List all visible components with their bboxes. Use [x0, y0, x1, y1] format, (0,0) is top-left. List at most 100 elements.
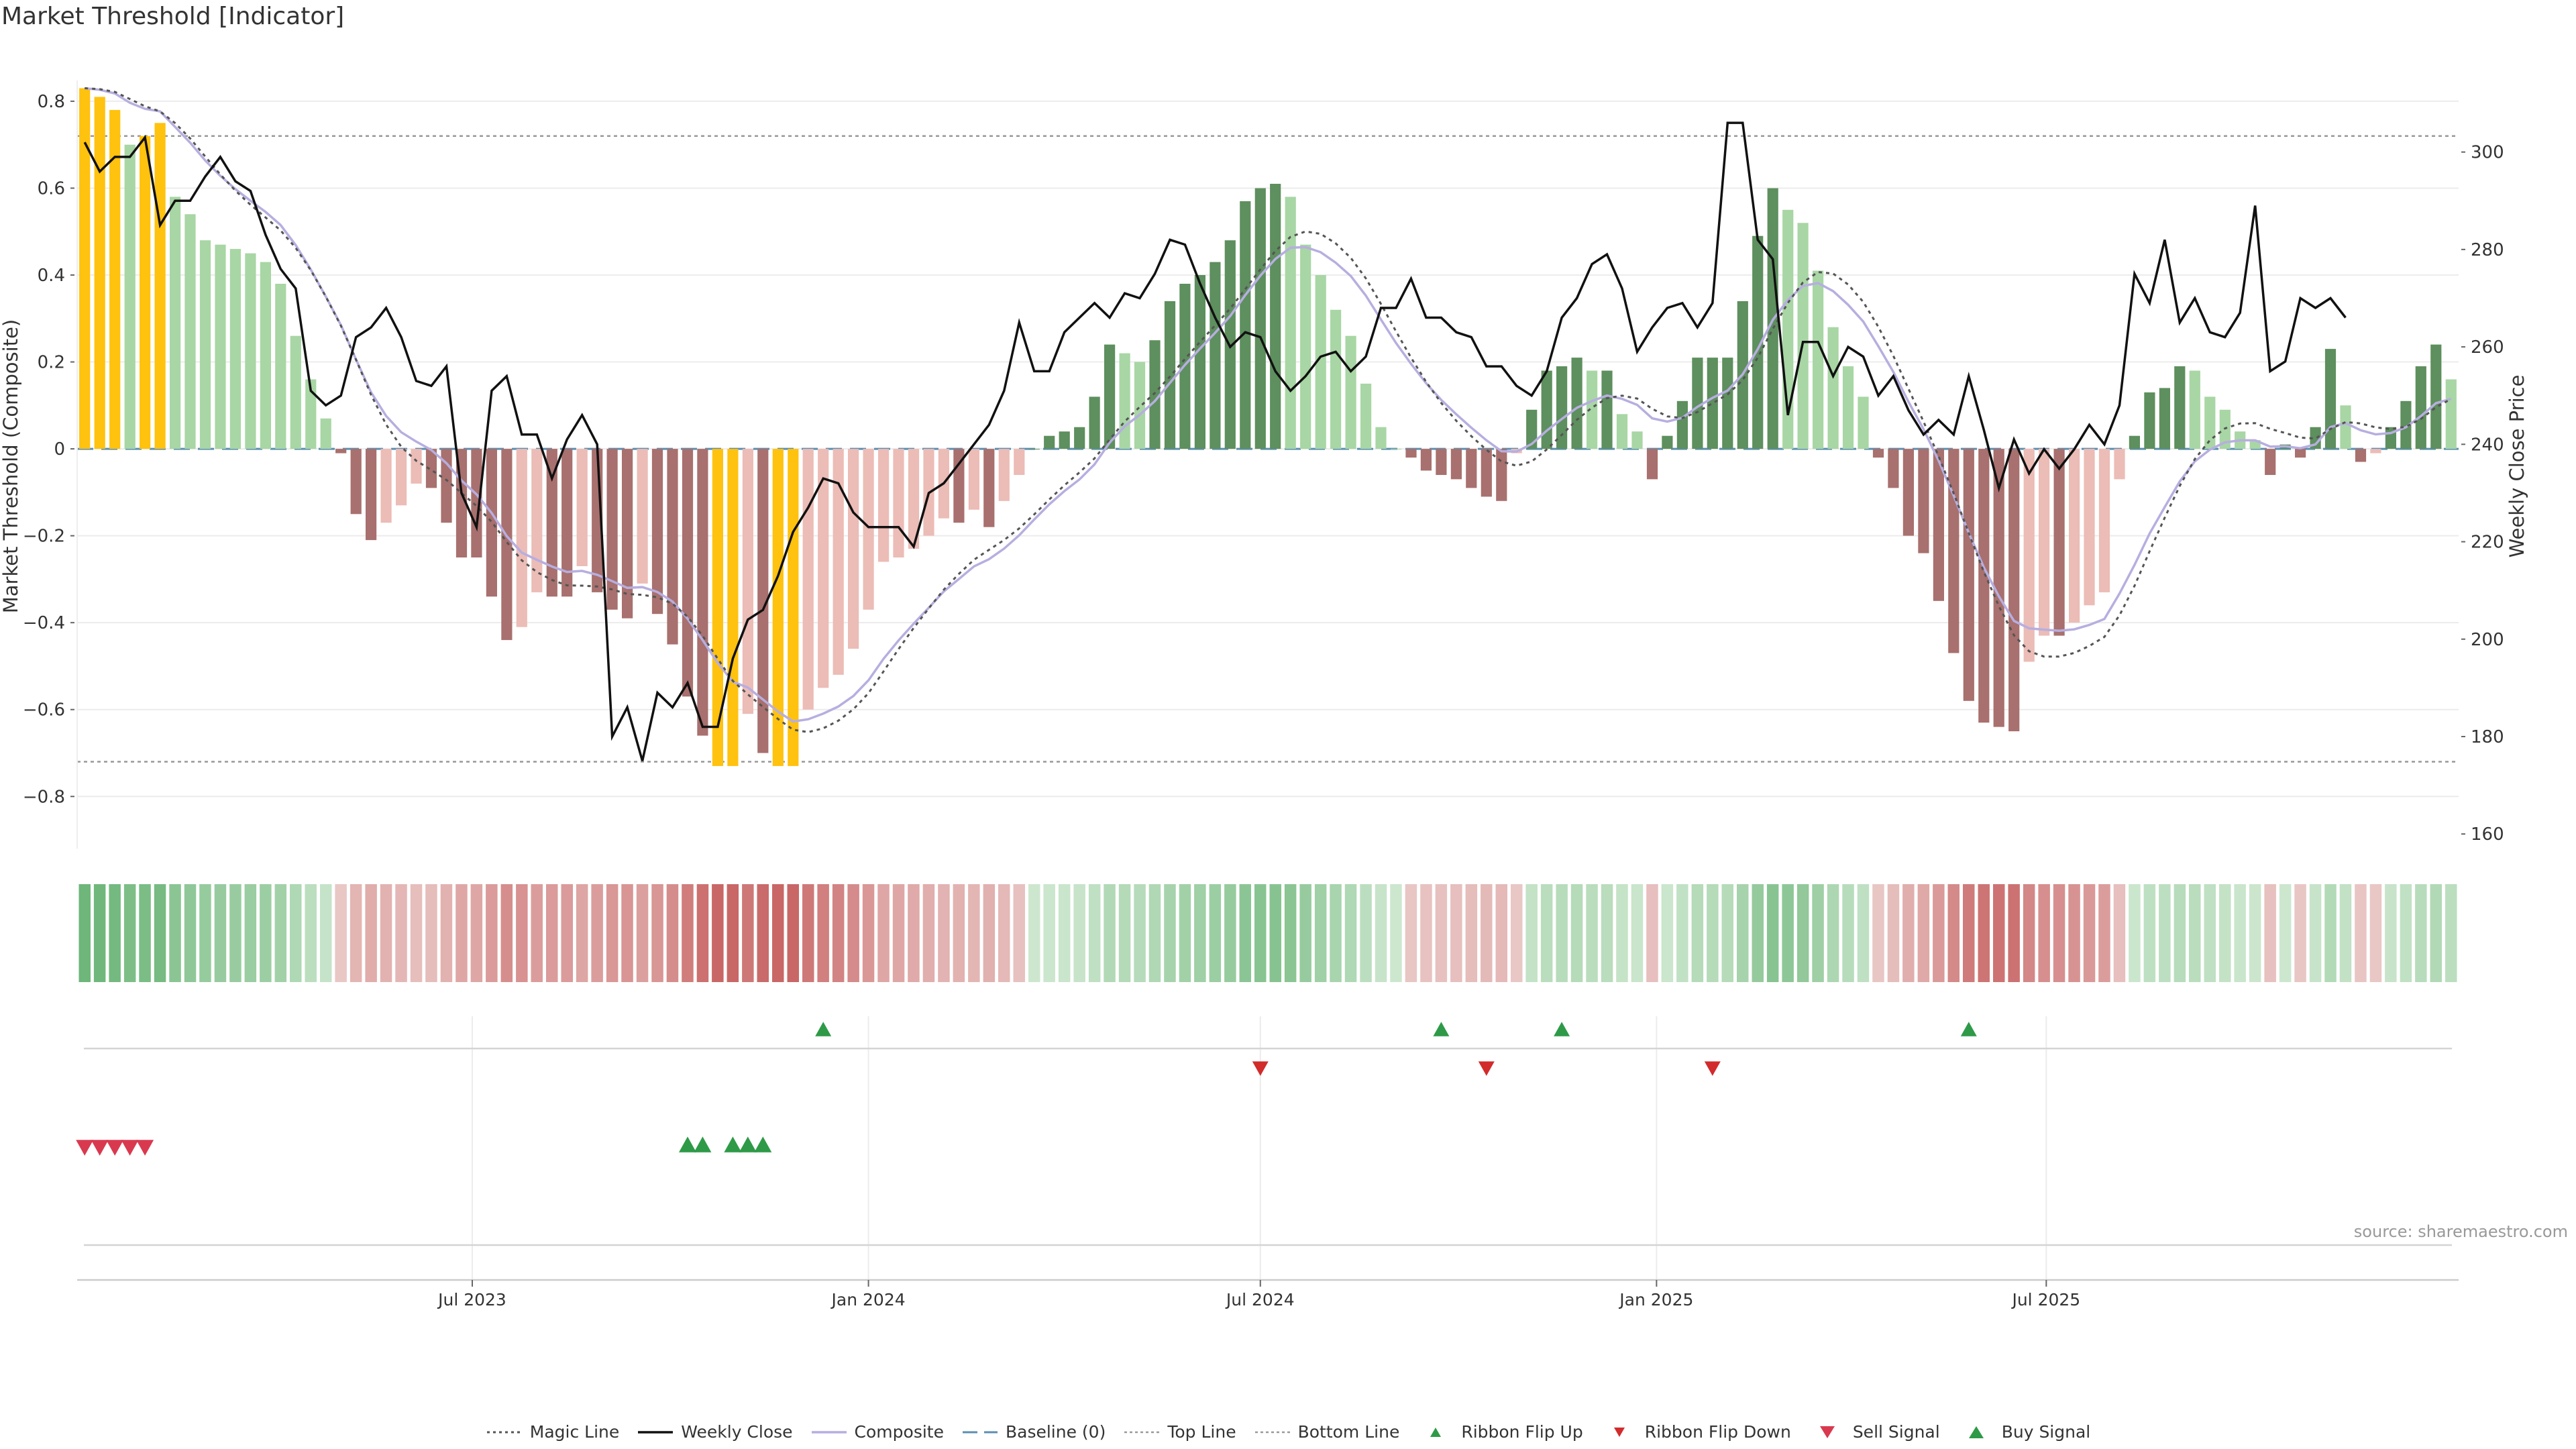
composite-bar	[1556, 366, 1568, 449]
legend-label: Top Line	[1167, 1422, 1236, 1442]
ribbon-cell	[983, 884, 996, 982]
ribbon-cell	[1284, 884, 1297, 982]
composite-bar	[516, 449, 527, 627]
composite-bar	[1194, 275, 1205, 449]
legend-item: Baseline (0)	[961, 1422, 1106, 1442]
composite-bar	[2189, 370, 2200, 449]
legend-item: Top Line	[1123, 1422, 1236, 1442]
composite-bar	[2114, 449, 2125, 480]
composite-bar	[1902, 449, 1914, 536]
composite-bar	[1405, 449, 1417, 458]
composite-bar	[742, 449, 753, 714]
ribbon-cell	[1134, 884, 1146, 982]
ribbon-cell	[1028, 884, 1040, 982]
composite-bar	[2265, 449, 2276, 475]
composite-bar	[1164, 301, 1176, 449]
y2-tick-label: 260	[2471, 337, 2504, 358]
ribbon-cell	[229, 884, 241, 982]
composite-bar	[290, 335, 301, 449]
ribbon-cell	[1194, 884, 1206, 982]
y2-tick-label: 300	[2471, 143, 2504, 163]
buy-signal-marker	[739, 1136, 757, 1152]
composite-bar	[1601, 370, 1613, 449]
composite-bar	[667, 449, 678, 645]
ribbon-cell	[470, 884, 483, 982]
y2-tick-label: 180	[2471, 727, 2504, 747]
ribbon-cell	[576, 884, 588, 982]
composite-bar	[305, 379, 317, 449]
ribbon-cell	[1631, 884, 1644, 982]
composite-bar	[1662, 435, 1673, 449]
composite-bar	[561, 449, 573, 597]
ribbon-cell	[320, 884, 332, 982]
sell-signal-marker	[91, 1140, 109, 1156]
legend-label: Ribbon Flip Up	[1461, 1422, 1583, 1442]
composite-bar	[2415, 366, 2426, 449]
ribbon-cell	[1570, 884, 1583, 982]
legend-label: Bottom Line	[1297, 1422, 1400, 1442]
composite-bar	[124, 144, 136, 449]
ribbon-cell	[922, 884, 935, 982]
composite-bar	[2144, 392, 2155, 449]
composite-bar	[2053, 449, 2065, 636]
ribbon-cell	[1887, 884, 1900, 982]
composite-bar	[1059, 431, 1070, 449]
ribbon-cell	[621, 884, 633, 982]
ribbon-cell	[1420, 884, 1432, 982]
ribbon-cell	[1495, 884, 1507, 982]
ribbon-cell	[968, 884, 980, 982]
legend-item: Ribbon Flip Down	[1601, 1422, 1791, 1442]
composite-swatch	[811, 1430, 847, 1434]
ribbon-cell	[561, 884, 573, 982]
ribbon-cell	[696, 884, 709, 982]
composite-bar	[2084, 449, 2095, 606]
composite-bar	[1526, 409, 1538, 449]
composite-bar	[260, 262, 271, 449]
composite-bar	[848, 449, 859, 649]
composite-bar	[2355, 449, 2367, 462]
ribbon-cell	[1118, 884, 1131, 982]
ribbon-cell	[290, 884, 302, 982]
sell-signal-marker	[106, 1140, 124, 1156]
x-tick-label: Jan 2024	[830, 1290, 906, 1309]
ribbon-cell	[1737, 884, 1749, 982]
composite-bar	[2039, 449, 2050, 636]
ribbon-cell	[2159, 884, 2171, 982]
ribbon-cell	[455, 884, 468, 982]
ribbon-cell	[1511, 884, 1523, 982]
ribbon-cell	[78, 884, 91, 982]
composite-bar	[1345, 335, 1356, 449]
ribbon-flip-down-marker	[1478, 1061, 1495, 1076]
ribbon-cell	[546, 884, 558, 982]
ribbon-cell	[2129, 884, 2141, 982]
composite-bar	[757, 449, 769, 753]
ribbon-flip-up-marker	[1554, 1022, 1570, 1036]
ribbon-cell	[214, 884, 227, 982]
ribbon-cell	[1164, 884, 1176, 982]
ribbon-cell	[1661, 884, 1674, 982]
x-tick-label: Jul 2025	[2010, 1290, 2080, 1309]
composite-bar	[682, 449, 694, 697]
ribbon-cell	[862, 884, 875, 982]
composite-bar	[1587, 370, 1598, 449]
composite-bar	[79, 88, 91, 449]
y-tick-label: −0.6	[23, 700, 65, 720]
ribbon-cell	[1375, 884, 1387, 982]
composite-bar	[1752, 235, 1764, 449]
ribbon-cell	[1450, 884, 1462, 982]
ribbon-cell	[380, 884, 392, 982]
composite-bar	[2159, 388, 2170, 449]
legend-label: Sell Signal	[1852, 1422, 1940, 1442]
composite-bar	[501, 449, 513, 641]
ribbon-cell	[2445, 884, 2457, 982]
composite-bar	[893, 449, 904, 557]
ribbon-cell	[2430, 884, 2442, 982]
buy-signal-marker	[724, 1136, 742, 1152]
y-tick-label: 0	[54, 439, 65, 460]
composite-bar	[818, 449, 829, 688]
composite-bar	[1676, 400, 1688, 449]
ribbon-cell	[2113, 884, 2126, 982]
composite-bar	[1044, 435, 1055, 449]
composite-bar	[320, 418, 331, 449]
composite-bar	[2310, 427, 2321, 449]
